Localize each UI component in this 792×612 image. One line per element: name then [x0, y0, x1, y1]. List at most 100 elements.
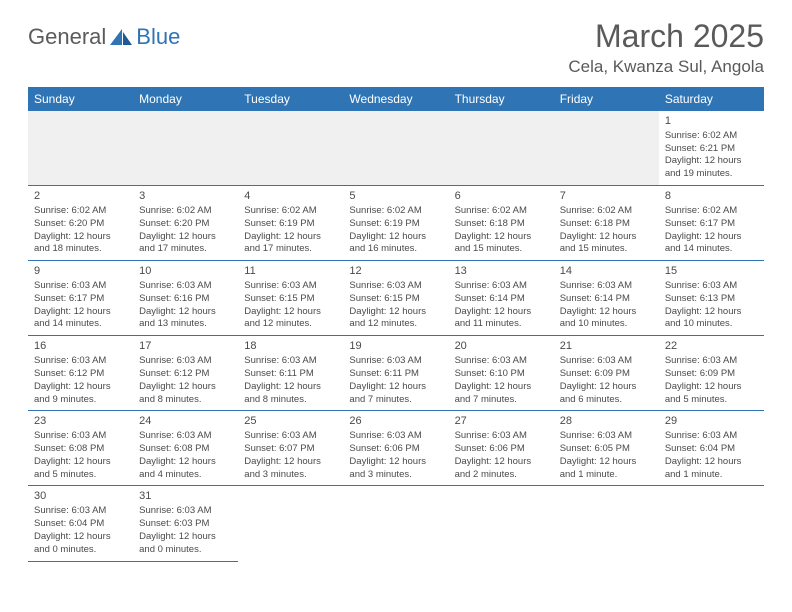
calendar-week-row: 16Sunrise: 6:03 AMSunset: 6:12 PMDayligh…	[28, 336, 764, 411]
daylight-line: Daylight: 12 hours and 3 minutes.	[349, 456, 442, 482]
calendar-day-cell: 9Sunrise: 6:03 AMSunset: 6:17 PMDaylight…	[28, 261, 133, 336]
sunset-line: Sunset: 6:04 PM	[665, 443, 758, 456]
sunrise-line: Sunrise: 6:03 AM	[349, 280, 442, 293]
calendar-day-cell	[554, 111, 659, 186]
daylight-line: Daylight: 12 hours and 3 minutes.	[244, 456, 337, 482]
day-number: 2	[34, 189, 127, 204]
day-number: 28	[560, 414, 653, 429]
weekday-header: Wednesday	[343, 87, 448, 111]
daylight-line: Daylight: 12 hours and 19 minutes.	[665, 155, 758, 181]
sunrise-line: Sunrise: 6:03 AM	[244, 280, 337, 293]
sunrise-line: Sunrise: 6:03 AM	[455, 355, 548, 368]
sunset-line: Sunset: 6:09 PM	[665, 368, 758, 381]
sunrise-line: Sunrise: 6:03 AM	[34, 505, 127, 518]
day-number: 1	[665, 114, 758, 129]
month-title: March 2025	[568, 18, 764, 55]
sunrise-line: Sunrise: 6:03 AM	[139, 505, 232, 518]
day-number: 30	[34, 489, 127, 504]
calendar-day-cell: 25Sunrise: 6:03 AMSunset: 6:07 PMDayligh…	[238, 411, 343, 486]
day-number: 3	[139, 189, 232, 204]
sunset-line: Sunset: 6:11 PM	[349, 368, 442, 381]
day-number: 8	[665, 189, 758, 204]
sunrise-line: Sunrise: 6:03 AM	[349, 430, 442, 443]
weekday-header: Saturday	[659, 87, 764, 111]
daylight-line: Daylight: 12 hours and 0 minutes.	[139, 531, 232, 557]
calendar-day-cell: 15Sunrise: 6:03 AMSunset: 6:13 PMDayligh…	[659, 261, 764, 336]
calendar-day-cell	[659, 486, 764, 561]
day-number: 14	[560, 264, 653, 279]
weekday-header: Monday	[133, 87, 238, 111]
logo: General Blue	[28, 18, 180, 50]
calendar-day-cell: 31Sunrise: 6:03 AMSunset: 6:03 PMDayligh…	[133, 486, 238, 561]
sunset-line: Sunset: 6:08 PM	[34, 443, 127, 456]
calendar-day-cell: 24Sunrise: 6:03 AMSunset: 6:08 PMDayligh…	[133, 411, 238, 486]
daylight-line: Daylight: 12 hours and 13 minutes.	[139, 306, 232, 332]
sunset-line: Sunset: 6:17 PM	[34, 293, 127, 306]
day-number: 13	[455, 264, 548, 279]
sunset-line: Sunset: 6:04 PM	[34, 518, 127, 531]
sunset-line: Sunset: 6:07 PM	[244, 443, 337, 456]
calendar-day-cell: 7Sunrise: 6:02 AMSunset: 6:18 PMDaylight…	[554, 186, 659, 261]
calendar-day-cell	[28, 111, 133, 186]
calendar-day-cell: 1Sunrise: 6:02 AMSunset: 6:21 PMDaylight…	[659, 111, 764, 186]
calendar-day-cell: 23Sunrise: 6:03 AMSunset: 6:08 PMDayligh…	[28, 411, 133, 486]
sunset-line: Sunset: 6:18 PM	[455, 218, 548, 231]
sunrise-line: Sunrise: 6:02 AM	[665, 130, 758, 143]
calendar-week-row: 30Sunrise: 6:03 AMSunset: 6:04 PMDayligh…	[28, 486, 764, 561]
day-number: 19	[349, 339, 442, 354]
daylight-line: Daylight: 12 hours and 7 minutes.	[455, 381, 548, 407]
calendar-day-cell: 12Sunrise: 6:03 AMSunset: 6:15 PMDayligh…	[343, 261, 448, 336]
daylight-line: Daylight: 12 hours and 6 minutes.	[560, 381, 653, 407]
title-area: March 2025 Cela, Kwanza Sul, Angola	[568, 18, 764, 77]
daylight-line: Daylight: 12 hours and 5 minutes.	[665, 381, 758, 407]
sunrise-line: Sunrise: 6:02 AM	[349, 205, 442, 218]
sunrise-line: Sunrise: 6:03 AM	[244, 430, 337, 443]
calendar-day-cell: 18Sunrise: 6:03 AMSunset: 6:11 PMDayligh…	[238, 336, 343, 411]
logo-text-general: General	[28, 24, 106, 50]
daylight-line: Daylight: 12 hours and 17 minutes.	[139, 231, 232, 257]
calendar-day-cell	[343, 111, 448, 186]
daylight-line: Daylight: 12 hours and 0 minutes.	[34, 531, 127, 557]
calendar-day-cell	[238, 111, 343, 186]
sunset-line: Sunset: 6:06 PM	[455, 443, 548, 456]
day-number: 25	[244, 414, 337, 429]
weekday-header: Friday	[554, 87, 659, 111]
sunrise-line: Sunrise: 6:03 AM	[139, 355, 232, 368]
calendar-day-cell: 27Sunrise: 6:03 AMSunset: 6:06 PMDayligh…	[449, 411, 554, 486]
daylight-line: Daylight: 12 hours and 18 minutes.	[34, 231, 127, 257]
day-number: 15	[665, 264, 758, 279]
day-number: 27	[455, 414, 548, 429]
daylight-line: Daylight: 12 hours and 14 minutes.	[665, 231, 758, 257]
daylight-line: Daylight: 12 hours and 8 minutes.	[139, 381, 232, 407]
day-number: 10	[139, 264, 232, 279]
page-header: General Blue March 2025 Cela, Kwanza Sul…	[28, 18, 764, 77]
sunrise-line: Sunrise: 6:03 AM	[139, 430, 232, 443]
sunrise-line: Sunrise: 6:03 AM	[665, 280, 758, 293]
logo-sail-icon	[108, 27, 134, 47]
sunset-line: Sunset: 6:14 PM	[560, 293, 653, 306]
day-number: 23	[34, 414, 127, 429]
calendar-day-cell: 29Sunrise: 6:03 AMSunset: 6:04 PMDayligh…	[659, 411, 764, 486]
sunset-line: Sunset: 6:16 PM	[139, 293, 232, 306]
calendar-day-cell: 13Sunrise: 6:03 AMSunset: 6:14 PMDayligh…	[449, 261, 554, 336]
daylight-line: Daylight: 12 hours and 2 minutes.	[455, 456, 548, 482]
sunset-line: Sunset: 6:11 PM	[244, 368, 337, 381]
calendar-day-cell: 2Sunrise: 6:02 AMSunset: 6:20 PMDaylight…	[28, 186, 133, 261]
calendar-day-cell: 21Sunrise: 6:03 AMSunset: 6:09 PMDayligh…	[554, 336, 659, 411]
daylight-line: Daylight: 12 hours and 9 minutes.	[34, 381, 127, 407]
daylight-line: Daylight: 12 hours and 11 minutes.	[455, 306, 548, 332]
sunrise-line: Sunrise: 6:03 AM	[665, 430, 758, 443]
sunset-line: Sunset: 6:09 PM	[560, 368, 653, 381]
calendar-table: SundayMondayTuesdayWednesdayThursdayFrid…	[28, 87, 764, 562]
calendar-day-cell: 28Sunrise: 6:03 AMSunset: 6:05 PMDayligh…	[554, 411, 659, 486]
sunset-line: Sunset: 6:03 PM	[139, 518, 232, 531]
day-number: 12	[349, 264, 442, 279]
day-number: 29	[665, 414, 758, 429]
sunset-line: Sunset: 6:18 PM	[560, 218, 653, 231]
sunset-line: Sunset: 6:13 PM	[665, 293, 758, 306]
sunrise-line: Sunrise: 6:02 AM	[560, 205, 653, 218]
sunrise-line: Sunrise: 6:03 AM	[455, 280, 548, 293]
calendar-day-cell: 3Sunrise: 6:02 AMSunset: 6:20 PMDaylight…	[133, 186, 238, 261]
sunrise-line: Sunrise: 6:02 AM	[455, 205, 548, 218]
calendar-day-cell: 22Sunrise: 6:03 AMSunset: 6:09 PMDayligh…	[659, 336, 764, 411]
